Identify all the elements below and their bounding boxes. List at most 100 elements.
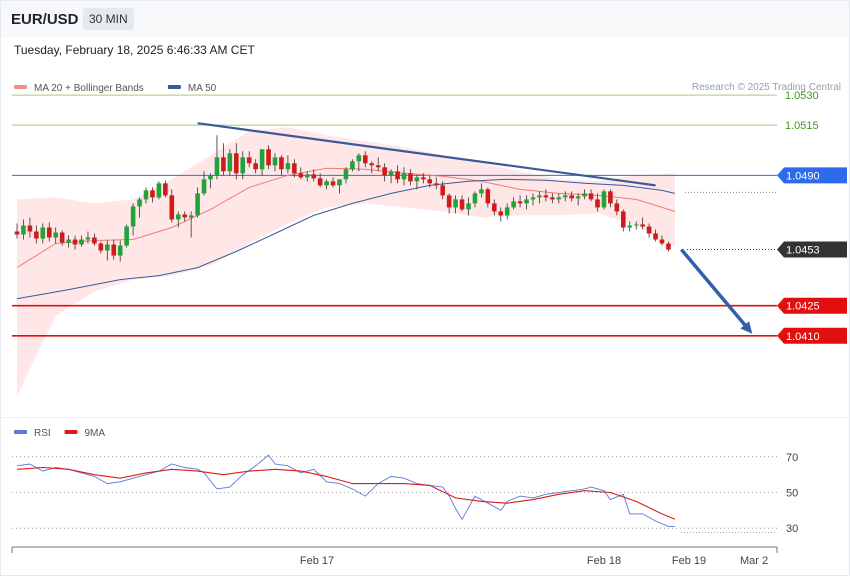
candle-body	[556, 197, 562, 200]
candle	[588, 189, 594, 202]
bollinger-band-area	[17, 127, 675, 396]
candle	[485, 187, 491, 208]
candle	[221, 143, 226, 176]
candle	[414, 175, 420, 190]
candle-body	[150, 190, 155, 198]
candle-body	[433, 183, 439, 186]
candle-body	[117, 245, 123, 256]
candle-body	[427, 179, 433, 184]
level-label-1.0530: 1.0530	[785, 90, 819, 102]
candle-body	[569, 195, 574, 199]
candle	[163, 180, 168, 198]
rsi-tick-30: 30	[786, 523, 798, 535]
price-tag-bg	[777, 241, 847, 258]
candle	[498, 207, 504, 222]
candle-body	[163, 183, 168, 196]
candle	[472, 191, 478, 208]
candle	[53, 227, 58, 244]
candle	[446, 193, 452, 214]
candle-body	[421, 177, 426, 180]
x-tick-label: Feb 19	[672, 555, 706, 567]
candle	[511, 197, 516, 210]
chart-datetime: Tuesday, February 18, 2025 6:46:33 AM CE…	[14, 43, 255, 57]
candle	[562, 191, 568, 202]
candle	[208, 173, 213, 189]
rsi-legend-swatch-0	[14, 430, 27, 434]
candle	[124, 224, 129, 248]
candle-body	[34, 231, 39, 239]
candle	[240, 151, 246, 180]
candle-body	[266, 149, 271, 166]
candle-body	[337, 179, 342, 186]
candle	[66, 235, 71, 248]
candle-body	[466, 203, 471, 210]
candle-body	[324, 181, 329, 186]
x-tick-label: Feb 18	[587, 555, 621, 567]
candle	[350, 159, 355, 172]
candle	[575, 193, 581, 206]
candle	[317, 173, 323, 188]
rsi-panel: 70 50 30 RSI 9MA	[12, 428, 798, 535]
candle	[556, 193, 562, 204]
interval-badge[interactable]: 30 MIN	[83, 8, 134, 30]
candle-body	[446, 195, 452, 208]
candle-body	[588, 193, 594, 200]
candle	[633, 221, 639, 230]
candle-body	[517, 201, 523, 204]
candle-body	[201, 179, 207, 194]
candle	[356, 153, 362, 172]
candle	[408, 169, 413, 186]
candle-body	[105, 244, 110, 251]
candle-body	[130, 206, 136, 227]
candle	[298, 167, 304, 180]
candle	[479, 183, 484, 198]
candle	[272, 153, 278, 172]
candle-body	[401, 173, 407, 180]
candle	[201, 171, 207, 196]
candle-body	[66, 239, 71, 243]
rsi-series-9ma	[16, 466, 676, 520]
resistance-trendline	[197, 122, 656, 187]
candle	[137, 197, 142, 218]
candle-body	[614, 203, 620, 212]
candle-body	[601, 191, 607, 208]
candle-body	[653, 233, 658, 240]
price-tag-1.0425: 1.0425	[777, 297, 847, 314]
candle-body	[414, 177, 420, 182]
price-tag-1.0453: 1.0453	[777, 241, 847, 258]
candle-body	[350, 161, 355, 170]
candle	[492, 199, 497, 216]
copyright-note: Research © 2025 Trading Central	[692, 82, 841, 93]
candle	[40, 223, 46, 244]
candle	[395, 165, 400, 184]
candle-body	[59, 232, 65, 243]
candle	[188, 211, 194, 238]
price-labels: 1.0530 1.0515 1.0490 1.0453 1.0425 1.0410	[777, 90, 847, 344]
candle-body	[169, 195, 175, 220]
candle-body	[259, 149, 265, 170]
candle-body	[356, 155, 362, 162]
candle	[640, 217, 645, 230]
projection-arrow-head	[740, 321, 753, 334]
candle-body	[234, 153, 239, 174]
candle	[92, 233, 97, 246]
candle-body	[46, 227, 52, 238]
candle	[253, 159, 258, 174]
legend-swatch-1	[167, 85, 181, 89]
candle-body	[524, 199, 529, 204]
candle	[530, 193, 536, 206]
candle-body	[633, 224, 639, 226]
panel-divider	[1, 417, 849, 418]
candle	[246, 151, 252, 168]
candle	[614, 199, 620, 216]
candle	[34, 225, 39, 244]
price-tag-text: 1.0410	[786, 331, 820, 343]
candle-body	[492, 203, 497, 212]
candle	[646, 223, 652, 238]
candle	[292, 159, 297, 178]
candle-body	[227, 153, 233, 172]
candle-body	[156, 183, 162, 198]
candle-body	[666, 243, 671, 250]
candle-body	[111, 244, 117, 256]
candle	[156, 181, 162, 200]
